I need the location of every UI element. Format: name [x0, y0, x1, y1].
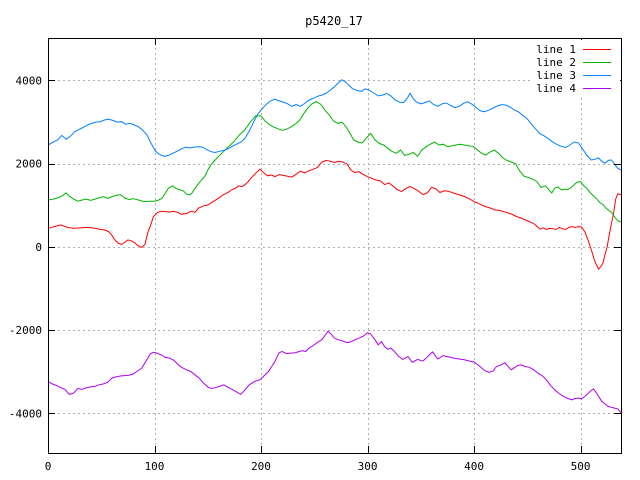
- x-tick-label-400: 400: [464, 460, 484, 473]
- plot-frame-layer: [48, 38, 622, 454]
- legend-row-line-3: line 3: [536, 69, 611, 82]
- chart-title: p5420_17: [305, 14, 363, 28]
- series-line-1: [47, 159, 622, 270]
- axis-labels-layer: p5420_17 0 100 200 300 400 500 -4000 -2000 0 2000…: [9, 14, 591, 473]
- legend-label-line-1: line 1: [536, 43, 576, 56]
- y-tick-label-0: 0: [35, 241, 42, 254]
- legend-row-line-4: line 4: [536, 82, 611, 95]
- legend-label-line-2: line 2: [536, 56, 576, 69]
- legend-row-line-2: line 2: [536, 56, 611, 69]
- x-tick-label-300: 300: [358, 460, 378, 473]
- x-tick-label-500: 500: [571, 460, 591, 473]
- x-tick-label-0: 0: [45, 460, 52, 473]
- x-tick-label-200: 200: [251, 460, 271, 473]
- y-tick-label-2000: 2000: [16, 158, 43, 171]
- legend-row-line-1: line 1: [536, 43, 611, 56]
- series-line-4: [47, 330, 622, 414]
- series-line-3: [47, 79, 622, 171]
- y-tick-label--2000: -2000: [9, 324, 42, 337]
- plot-border: [48, 38, 622, 454]
- x-tick-label-100: 100: [145, 460, 165, 473]
- y-tick-label-4000: 4000: [16, 74, 43, 87]
- legend-label-line-4: line 4: [536, 82, 576, 95]
- legend-label-line-3: line 3: [536, 69, 576, 82]
- y-tick-label--4000: -4000: [9, 407, 42, 420]
- series-layer: [47, 79, 622, 414]
- series-line-2: [47, 101, 622, 223]
- grid-layer: [48, 38, 621, 453]
